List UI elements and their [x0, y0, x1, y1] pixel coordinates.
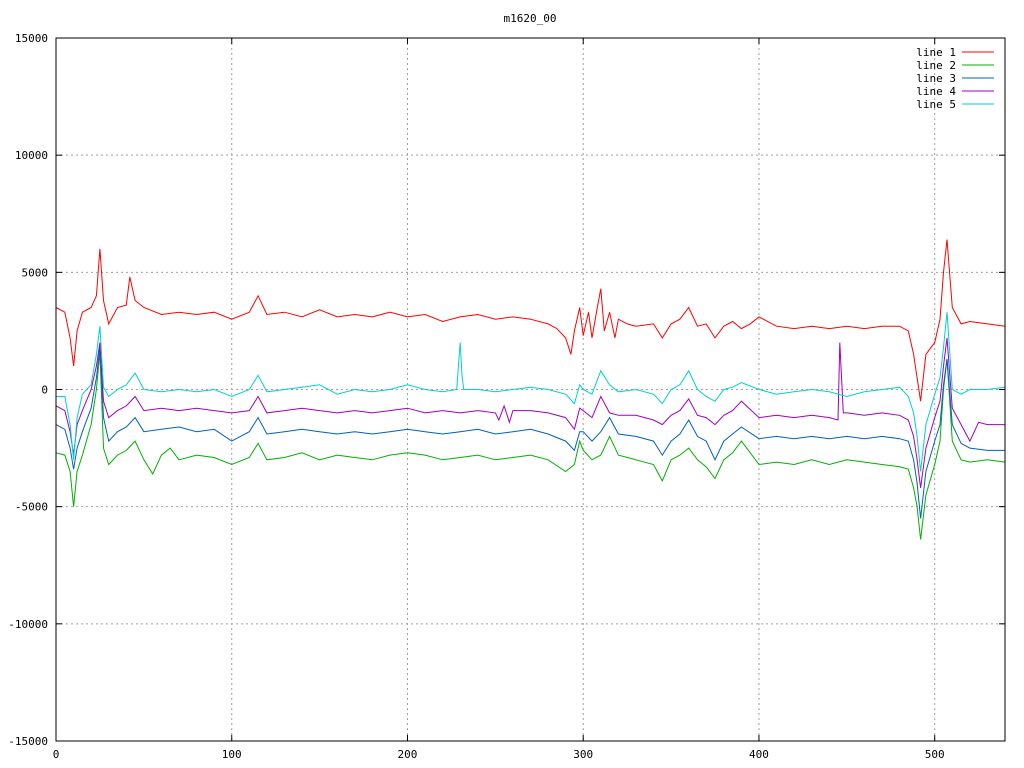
y-tick-label: -5000	[15, 501, 48, 514]
x-tick-label: 200	[398, 748, 418, 761]
series-3-line	[55, 347, 1005, 519]
y-tick-label: -10000	[8, 618, 48, 631]
series-4-line	[55, 337, 1005, 488]
legend-label: line 1	[916, 46, 956, 59]
chart-title: m1620_00	[504, 12, 557, 25]
y-tick-label: 0	[41, 384, 48, 397]
axis-ticks: 0 100 200 300 400 500 -15000 -10000 -5000 0 5000 10…	[8, 32, 1005, 761]
legend-label: line 3	[916, 72, 956, 85]
y-tick-label: 5000	[22, 266, 49, 279]
legend-label: line 2	[916, 59, 956, 72]
x-tick-label: 0	[53, 748, 60, 761]
legend-label: line 4	[916, 85, 956, 98]
y-tick-label: 10000	[15, 149, 48, 162]
x-tick-label: 400	[749, 748, 769, 761]
x-tick-label: 100	[222, 748, 242, 761]
legend-label: line 5	[916, 98, 956, 111]
series-1-line	[55, 239, 1006, 402]
x-tick-label: 500	[925, 748, 945, 761]
series-layer	[55, 239, 1006, 540]
x-tick-label: 300	[573, 748, 593, 761]
y-tick-label: 15000	[15, 32, 48, 45]
series-2-line	[55, 351, 1006, 540]
y-tick-label: -15000	[8, 735, 48, 748]
series-5-line	[56, 312, 1006, 472]
